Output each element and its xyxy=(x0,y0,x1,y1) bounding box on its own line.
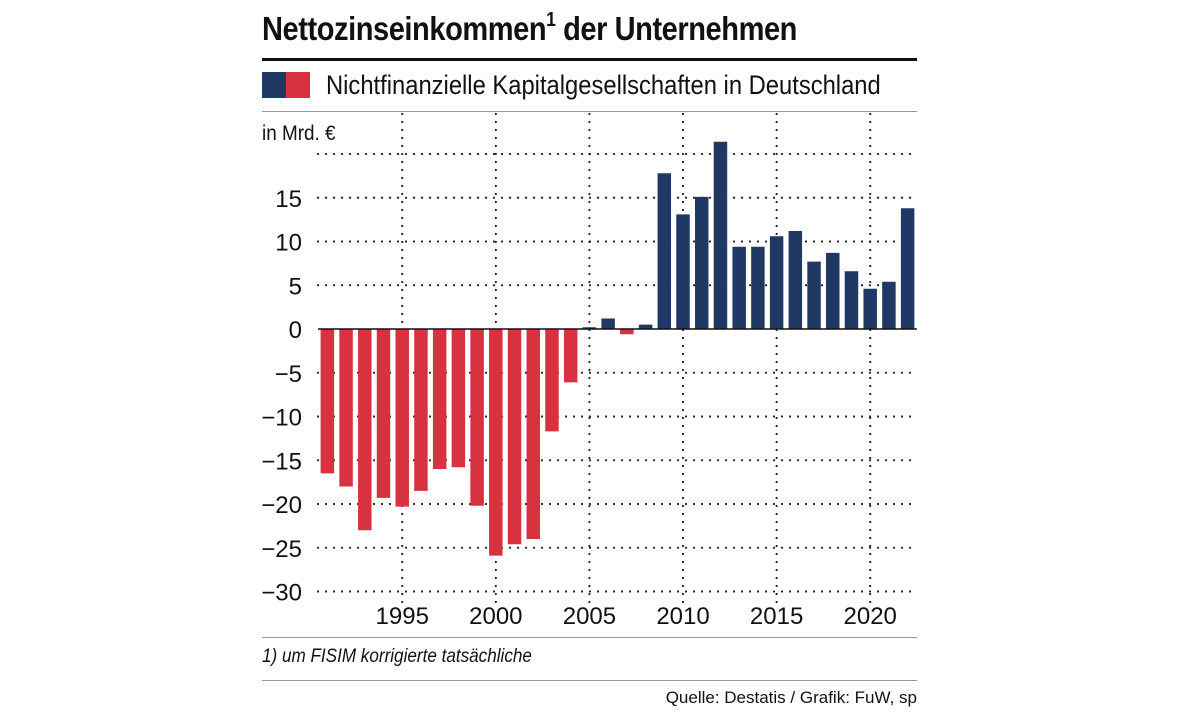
bar-2010 xyxy=(676,214,690,329)
bar-2009 xyxy=(657,173,672,329)
footnote-rule xyxy=(262,680,917,681)
bar-2013 xyxy=(732,246,746,329)
bar-2001 xyxy=(507,329,522,545)
bar-1998 xyxy=(451,329,466,468)
bar-2006 xyxy=(601,318,615,329)
chart-bottom-rule xyxy=(262,637,917,638)
bar-2017 xyxy=(807,261,821,329)
bar-2019 xyxy=(844,271,859,329)
chart-title-superscript: 1 xyxy=(546,9,556,31)
y-tick-label: 5 xyxy=(289,273,302,300)
bar-1995 xyxy=(395,329,409,507)
y-tick-label: −10 xyxy=(261,405,302,432)
bar-2022 xyxy=(900,208,915,329)
source-credit: Quelle: Destatis / Grafik: FuW, sp xyxy=(665,688,917,707)
legend-swatch-positive xyxy=(262,72,286,98)
bar-2012 xyxy=(713,141,728,329)
bar-2000 xyxy=(489,329,503,556)
legend-swatch-negative xyxy=(286,72,310,98)
x-tick-label: 2000 xyxy=(469,603,522,630)
bar-2020 xyxy=(863,288,877,329)
legend-label: Nichtfinanzielle Kapitalgesellschaften i… xyxy=(326,70,881,100)
y-tick-label: 15 xyxy=(275,186,302,213)
x-tick-label: 2015 xyxy=(750,603,803,630)
chart-title-main: Nettozinseinkommen xyxy=(262,10,547,47)
chart-title-suffix: der Unternehmen xyxy=(563,10,797,47)
bar-2007 xyxy=(620,329,634,335)
x-tick-label: 2010 xyxy=(656,603,709,630)
title-rule xyxy=(262,58,917,61)
legend-rule xyxy=(262,111,917,112)
bar-1999 xyxy=(470,329,484,506)
bar-2014 xyxy=(751,246,765,329)
y-tick-label: 10 xyxy=(275,230,302,257)
y-tick-label: −20 xyxy=(261,492,302,519)
bar-1994 xyxy=(376,329,391,498)
footnote: 1) um FISIM korrigierte tatsächliche xyxy=(262,646,532,667)
y-tick-label: −30 xyxy=(261,580,302,607)
bar-2011 xyxy=(694,196,709,329)
bar-2008 xyxy=(638,324,653,329)
y-axis-unit-label: in Mrd. € xyxy=(262,122,336,145)
bar-2021 xyxy=(882,281,896,329)
bar-1991 xyxy=(320,329,335,474)
bar-2003 xyxy=(545,329,559,432)
x-tick-label: 1995 xyxy=(376,603,429,630)
bar-1992 xyxy=(339,329,353,487)
bar-2015 xyxy=(769,236,784,329)
y-tick-label: −5 xyxy=(275,361,302,388)
bar-2018 xyxy=(826,252,840,329)
bar-1997 xyxy=(432,329,447,469)
y-tick-label: −15 xyxy=(261,448,302,475)
x-tick-label: 2020 xyxy=(844,603,897,630)
bar-2016 xyxy=(788,231,803,329)
x-tick-label: 2005 xyxy=(563,603,616,630)
bar-1996 xyxy=(414,329,428,491)
y-tick-label: −25 xyxy=(261,536,302,563)
bar-2002 xyxy=(526,329,541,539)
bar-2005 xyxy=(582,327,597,329)
chart-title: Nettozinseinkommen1 der Unternehmen xyxy=(262,10,797,48)
y-tick-label: 0 xyxy=(289,317,302,344)
bar-2004 xyxy=(563,329,578,383)
bar-1993 xyxy=(358,329,372,531)
